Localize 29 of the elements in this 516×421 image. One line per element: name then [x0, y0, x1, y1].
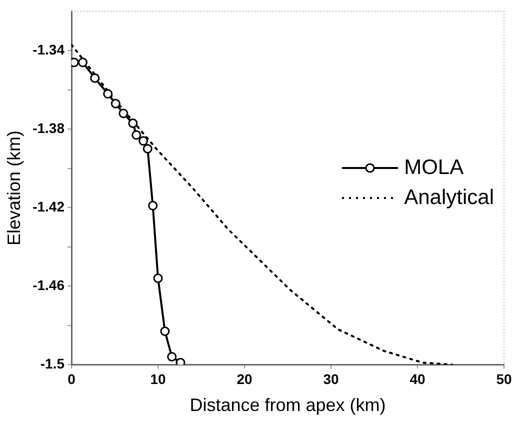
- point: [176, 358, 186, 365]
- x-tick-label: 10: [150, 370, 166, 387]
- x-tick-label: 20: [236, 370, 253, 387]
- point: [153, 274, 163, 284]
- point: [103, 89, 113, 99]
- point: [167, 352, 177, 362]
- point: [148, 200, 158, 210]
- point: [132, 130, 142, 140]
- y-tick-label: -1.42: [32, 198, 65, 214]
- point: [110, 98, 120, 108]
- y-axis-title: Elevation (km): [4, 130, 24, 246]
- legend-label: Analytical: [404, 186, 494, 210]
- y-tick-label: -1.34: [32, 42, 65, 58]
- y-tick-label: -1.38: [32, 120, 65, 136]
- point: [90, 73, 100, 83]
- point: [78, 58, 88, 68]
- point: [128, 118, 138, 128]
- legend-label: MOLA: [404, 156, 464, 180]
- x-tick-label: 30: [323, 370, 339, 387]
- x-axis-title: Distance from apex (km): [190, 395, 386, 416]
- y-tick-label: -1.46: [32, 276, 65, 293]
- point: [142, 144, 152, 154]
- point: [160, 326, 170, 336]
- x-tick-label: 50: [496, 370, 512, 387]
- point: [138, 136, 148, 146]
- x-tick-label: 40: [410, 370, 426, 387]
- y-tick-label: -1.5: [40, 355, 65, 372]
- x-tick-label: 0: [68, 370, 76, 387]
- point: [118, 108, 128, 118]
